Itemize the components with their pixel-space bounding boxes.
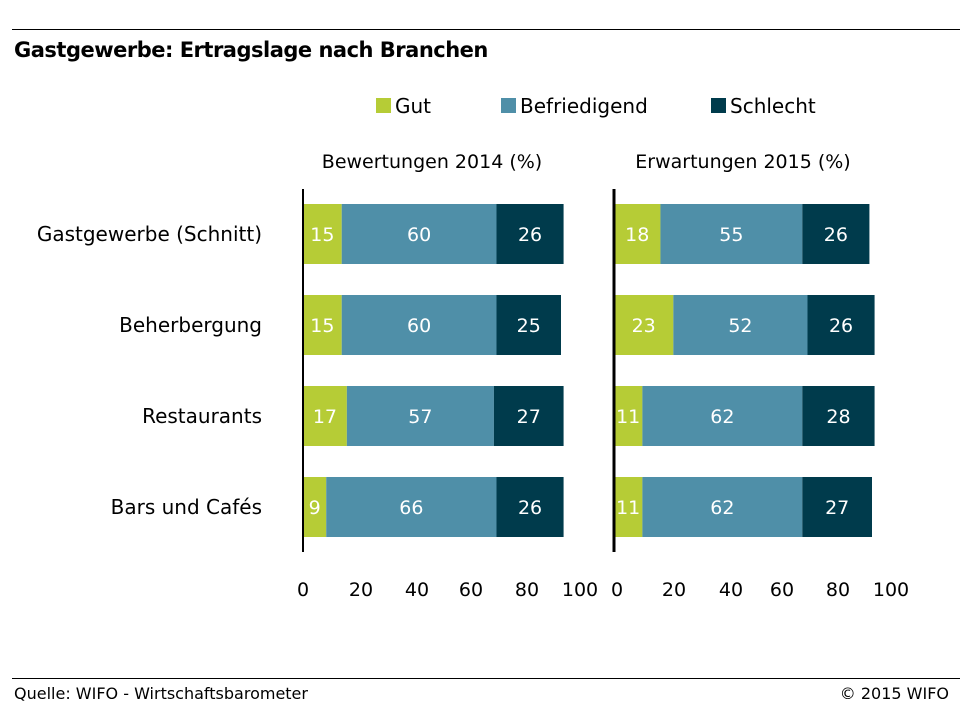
data-label-1-3-gut: 9 [309,497,321,519]
x-tick-2-0: 0 [611,579,623,601]
bottom-rule [12,678,960,679]
x-tick-2-40: 40 [719,579,743,601]
category-label-3: Bars und Cafés [111,495,262,519]
data-label-1-2-befriedigend: 57 [408,406,432,428]
panel-title-2: Erwartungen 2015 (%) [635,151,850,173]
bar-1-2-schlecht [493,386,564,446]
bar-2-1-befriedigend [673,295,808,355]
bar-1-2-gut [303,386,347,446]
data-label-1-0-gut: 15 [310,224,334,246]
bar-1-3-befriedigend [326,477,497,537]
bar-1-3-gut [303,477,327,537]
data-label-2-1-befriedigend: 52 [728,315,752,337]
copyright-note: © 2015 WIFO [839,684,949,703]
data-label-2-3-befriedigend: 62 [710,497,734,519]
data-label-1-2-gut: 17 [313,406,337,428]
category-label-0: Gastgewerbe (Schnitt) [37,222,262,246]
bar-2-0-gut [614,204,661,264]
bar-2-1-gut [614,295,674,355]
data-label-2-0-gut: 18 [625,224,649,246]
legend-label-schlecht: Schlecht [730,94,816,118]
x-tick-1-40: 40 [405,579,429,601]
category-label-1: Beherbergung [119,313,262,337]
bar-1-2-befriedigend [346,386,494,446]
bar-2-3-befriedigend [642,477,803,537]
bar-1-1-schlecht [496,295,561,355]
bar-1-0-schlecht [496,204,564,264]
legend-swatch-befriedigend [501,98,516,113]
x-tick-1-60: 60 [459,579,483,601]
data-label-1-1-schlecht: 25 [517,315,541,337]
bar-1-0-befriedigend [341,204,497,264]
bar-1-3-schlecht [496,477,564,537]
data-label-2-1-gut: 23 [632,315,656,337]
bar-2-0-schlecht [802,204,870,264]
x-tick-1-20: 20 [349,579,373,601]
bar-2-3-schlecht [802,477,872,537]
data-label-1-3-befriedigend: 66 [399,497,423,519]
x-tick-1-0: 0 [297,579,309,601]
data-label-2-0-befriedigend: 55 [719,224,743,246]
chart-title: Gastgewerbe: Ertragslage nach Branchen [14,38,488,62]
data-label-1-2-schlecht: 27 [517,406,541,428]
data-label-2-2-befriedigend: 62 [710,406,734,428]
bar-2-2-befriedigend [642,386,803,446]
bar-1-0-gut [303,204,342,264]
legend-label-gut: Gut [395,94,431,118]
bar-2-1-schlecht [807,295,875,355]
legend-swatch-schlecht [711,98,726,113]
bar-2-3-gut [614,477,643,537]
data-label-2-1-schlecht: 26 [829,315,853,337]
legend-swatch-gut [376,98,391,113]
x-tick-1-80: 80 [515,579,539,601]
top-rule [12,29,960,30]
bar-2-0-befriedigend [660,204,803,264]
bar-2-2-gut [614,386,643,446]
source-note: Quelle: WIFO - Wirtschaftsbarometer [14,684,308,703]
data-label-2-3-gut: 11 [616,497,640,519]
data-label-2-3-schlecht: 27 [825,497,849,519]
data-label-1-0-schlecht: 26 [518,224,542,246]
data-label-2-0-schlecht: 26 [824,224,848,246]
data-label-2-2-gut: 11 [616,406,640,428]
category-label-2: Restaurants [142,404,262,428]
data-label-1-0-befriedigend: 60 [407,224,431,246]
x-tick-2-20: 20 [662,579,686,601]
x-tick-1-100: 100 [562,579,598,601]
data-label-1-1-befriedigend: 60 [407,315,431,337]
data-label-1-3-schlecht: 26 [518,497,542,519]
x-tick-2-60: 60 [770,579,794,601]
bar-2-2-schlecht [802,386,875,446]
bar-1-1-gut [303,295,342,355]
x-tick-2-100: 100 [873,579,909,601]
x-tick-2-80: 80 [826,579,850,601]
data-label-2-2-schlecht: 28 [826,406,850,428]
legend-label-befriedigend: Befriedigend [520,94,648,118]
panel-title-1: Bewertungen 2014 (%) [322,151,542,173]
data-label-1-1-gut: 15 [310,315,334,337]
bar-1-1-befriedigend [341,295,497,355]
